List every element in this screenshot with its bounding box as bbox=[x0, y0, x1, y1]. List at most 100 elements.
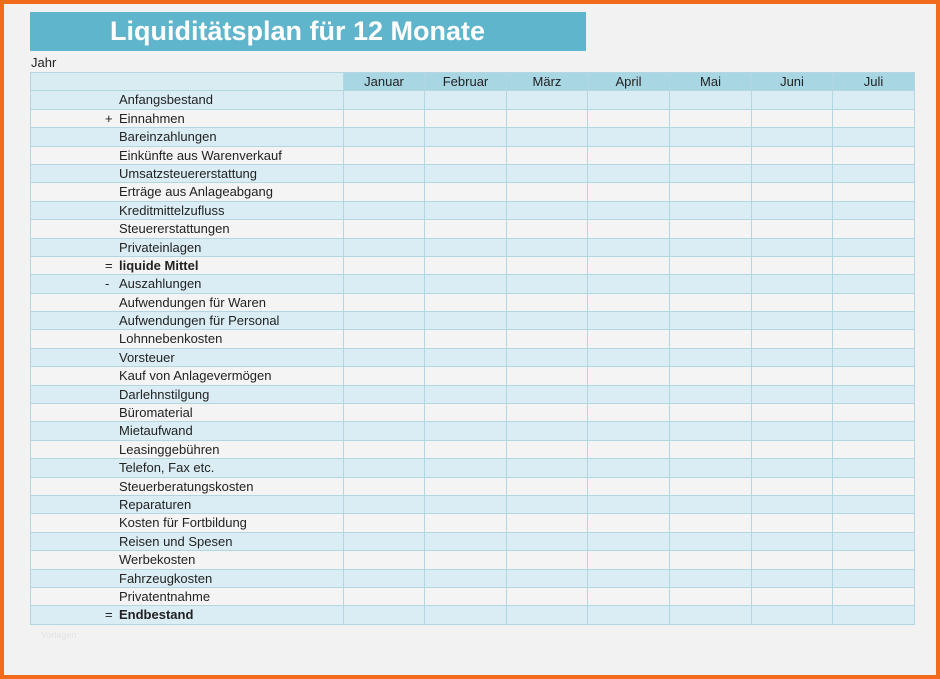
value-cell[interactable] bbox=[343, 237, 425, 257]
value-cell[interactable] bbox=[343, 329, 425, 349]
value-cell[interactable] bbox=[751, 274, 833, 294]
value-cell[interactable] bbox=[832, 108, 915, 129]
value-cell[interactable] bbox=[343, 531, 425, 552]
value-cell[interactable] bbox=[506, 90, 588, 110]
value-cell[interactable] bbox=[751, 329, 833, 349]
value-cell[interactable] bbox=[506, 531, 588, 552]
value-cell[interactable] bbox=[424, 329, 507, 349]
value-cell[interactable] bbox=[832, 347, 915, 368]
value-cell[interactable] bbox=[587, 311, 670, 331]
value-cell[interactable] bbox=[832, 494, 915, 515]
value-cell[interactable] bbox=[506, 494, 588, 515]
row-label-cell[interactable]: Reparaturen bbox=[30, 494, 344, 515]
value-cell[interactable] bbox=[424, 476, 507, 496]
value-cell[interactable] bbox=[587, 274, 670, 294]
value-cell[interactable] bbox=[669, 108, 752, 129]
value-cell[interactable] bbox=[832, 127, 915, 147]
value-cell[interactable] bbox=[506, 421, 588, 441]
value-cell[interactable] bbox=[832, 163, 915, 184]
value-cell[interactable] bbox=[832, 531, 915, 552]
row-label-cell[interactable]: Aufwendungen für Personal bbox=[30, 311, 344, 331]
value-cell[interactable] bbox=[343, 513, 425, 533]
value-cell[interactable] bbox=[751, 403, 833, 423]
value-cell[interactable] bbox=[751, 366, 833, 386]
value-cell[interactable] bbox=[506, 458, 588, 478]
value-cell[interactable] bbox=[669, 458, 752, 478]
month-header-2[interactable]: März bbox=[506, 71, 588, 92]
value-cell[interactable] bbox=[424, 513, 507, 533]
value-cell[interactable] bbox=[506, 403, 588, 423]
value-cell[interactable] bbox=[751, 255, 833, 276]
value-cell[interactable] bbox=[343, 108, 425, 129]
value-cell[interactable] bbox=[832, 182, 915, 202]
value-cell[interactable] bbox=[506, 329, 588, 349]
value-cell[interactable] bbox=[424, 531, 507, 552]
value-cell[interactable] bbox=[506, 145, 588, 165]
value-cell[interactable] bbox=[587, 127, 670, 147]
value-cell[interactable] bbox=[669, 292, 752, 313]
row-label-cell[interactable]: - Auszahlungen bbox=[30, 274, 344, 294]
value-cell[interactable] bbox=[587, 439, 670, 460]
value-cell[interactable] bbox=[751, 108, 833, 129]
month-header-1[interactable]: Februar bbox=[424, 71, 507, 92]
row-label-cell[interactable]: Werbekosten bbox=[30, 550, 344, 570]
value-cell[interactable] bbox=[832, 200, 915, 221]
value-cell[interactable] bbox=[751, 237, 833, 257]
value-cell[interactable] bbox=[506, 255, 588, 276]
value-cell[interactable] bbox=[343, 219, 425, 239]
value-cell[interactable] bbox=[832, 90, 915, 110]
value-cell[interactable] bbox=[832, 513, 915, 533]
value-cell[interactable] bbox=[587, 494, 670, 515]
value-cell[interactable] bbox=[832, 145, 915, 165]
row-label-cell[interactable]: Mietaufwand bbox=[30, 421, 344, 441]
value-cell[interactable] bbox=[424, 127, 507, 147]
value-cell[interactable] bbox=[751, 292, 833, 313]
value-cell[interactable] bbox=[343, 458, 425, 478]
value-cell[interactable] bbox=[669, 403, 752, 423]
value-cell[interactable] bbox=[751, 513, 833, 533]
value-cell[interactable] bbox=[424, 550, 507, 570]
value-cell[interactable] bbox=[751, 200, 833, 221]
value-cell[interactable] bbox=[424, 384, 507, 405]
value-cell[interactable] bbox=[343, 366, 425, 386]
row-label-cell[interactable]: Reisen und Spesen bbox=[30, 531, 344, 552]
value-cell[interactable] bbox=[751, 568, 833, 588]
value-cell[interactable] bbox=[424, 163, 507, 184]
value-cell[interactable] bbox=[343, 90, 425, 110]
value-cell[interactable] bbox=[424, 255, 507, 276]
row-label-cell[interactable]: Kauf von Anlagevermögen bbox=[30, 366, 344, 386]
row-label-cell[interactable]: Steuerberatungskosten bbox=[30, 476, 344, 496]
month-header-4[interactable]: Mai bbox=[669, 71, 752, 92]
value-cell[interactable] bbox=[506, 568, 588, 588]
value-cell[interactable] bbox=[832, 476, 915, 496]
value-cell[interactable] bbox=[343, 182, 425, 202]
value-cell[interactable] bbox=[587, 476, 670, 496]
value-cell[interactable] bbox=[587, 237, 670, 257]
value-cell[interactable] bbox=[506, 237, 588, 257]
value-cell[interactable] bbox=[587, 90, 670, 110]
value-cell[interactable] bbox=[669, 531, 752, 552]
value-cell[interactable] bbox=[343, 384, 425, 405]
value-cell[interactable] bbox=[343, 255, 425, 276]
value-cell[interactable] bbox=[424, 108, 507, 129]
value-cell[interactable] bbox=[832, 605, 915, 625]
value-cell[interactable] bbox=[751, 476, 833, 496]
row-label-cell[interactable]: = liquide Mittel bbox=[30, 255, 344, 276]
value-cell[interactable] bbox=[424, 586, 507, 607]
value-cell[interactable] bbox=[751, 347, 833, 368]
value-cell[interactable] bbox=[669, 145, 752, 165]
row-label-cell[interactable]: Lohnnebenkosten bbox=[30, 329, 344, 349]
value-cell[interactable] bbox=[832, 439, 915, 460]
value-cell[interactable] bbox=[506, 274, 588, 294]
value-cell[interactable] bbox=[424, 90, 507, 110]
value-cell[interactable] bbox=[669, 163, 752, 184]
value-cell[interactable] bbox=[587, 403, 670, 423]
value-cell[interactable] bbox=[424, 605, 507, 625]
value-cell[interactable] bbox=[587, 163, 670, 184]
value-cell[interactable] bbox=[587, 513, 670, 533]
value-cell[interactable] bbox=[587, 605, 670, 625]
value-cell[interactable] bbox=[751, 586, 833, 607]
value-cell[interactable] bbox=[587, 384, 670, 405]
value-cell[interactable] bbox=[751, 421, 833, 441]
month-header-6[interactable]: Juli bbox=[832, 71, 915, 92]
